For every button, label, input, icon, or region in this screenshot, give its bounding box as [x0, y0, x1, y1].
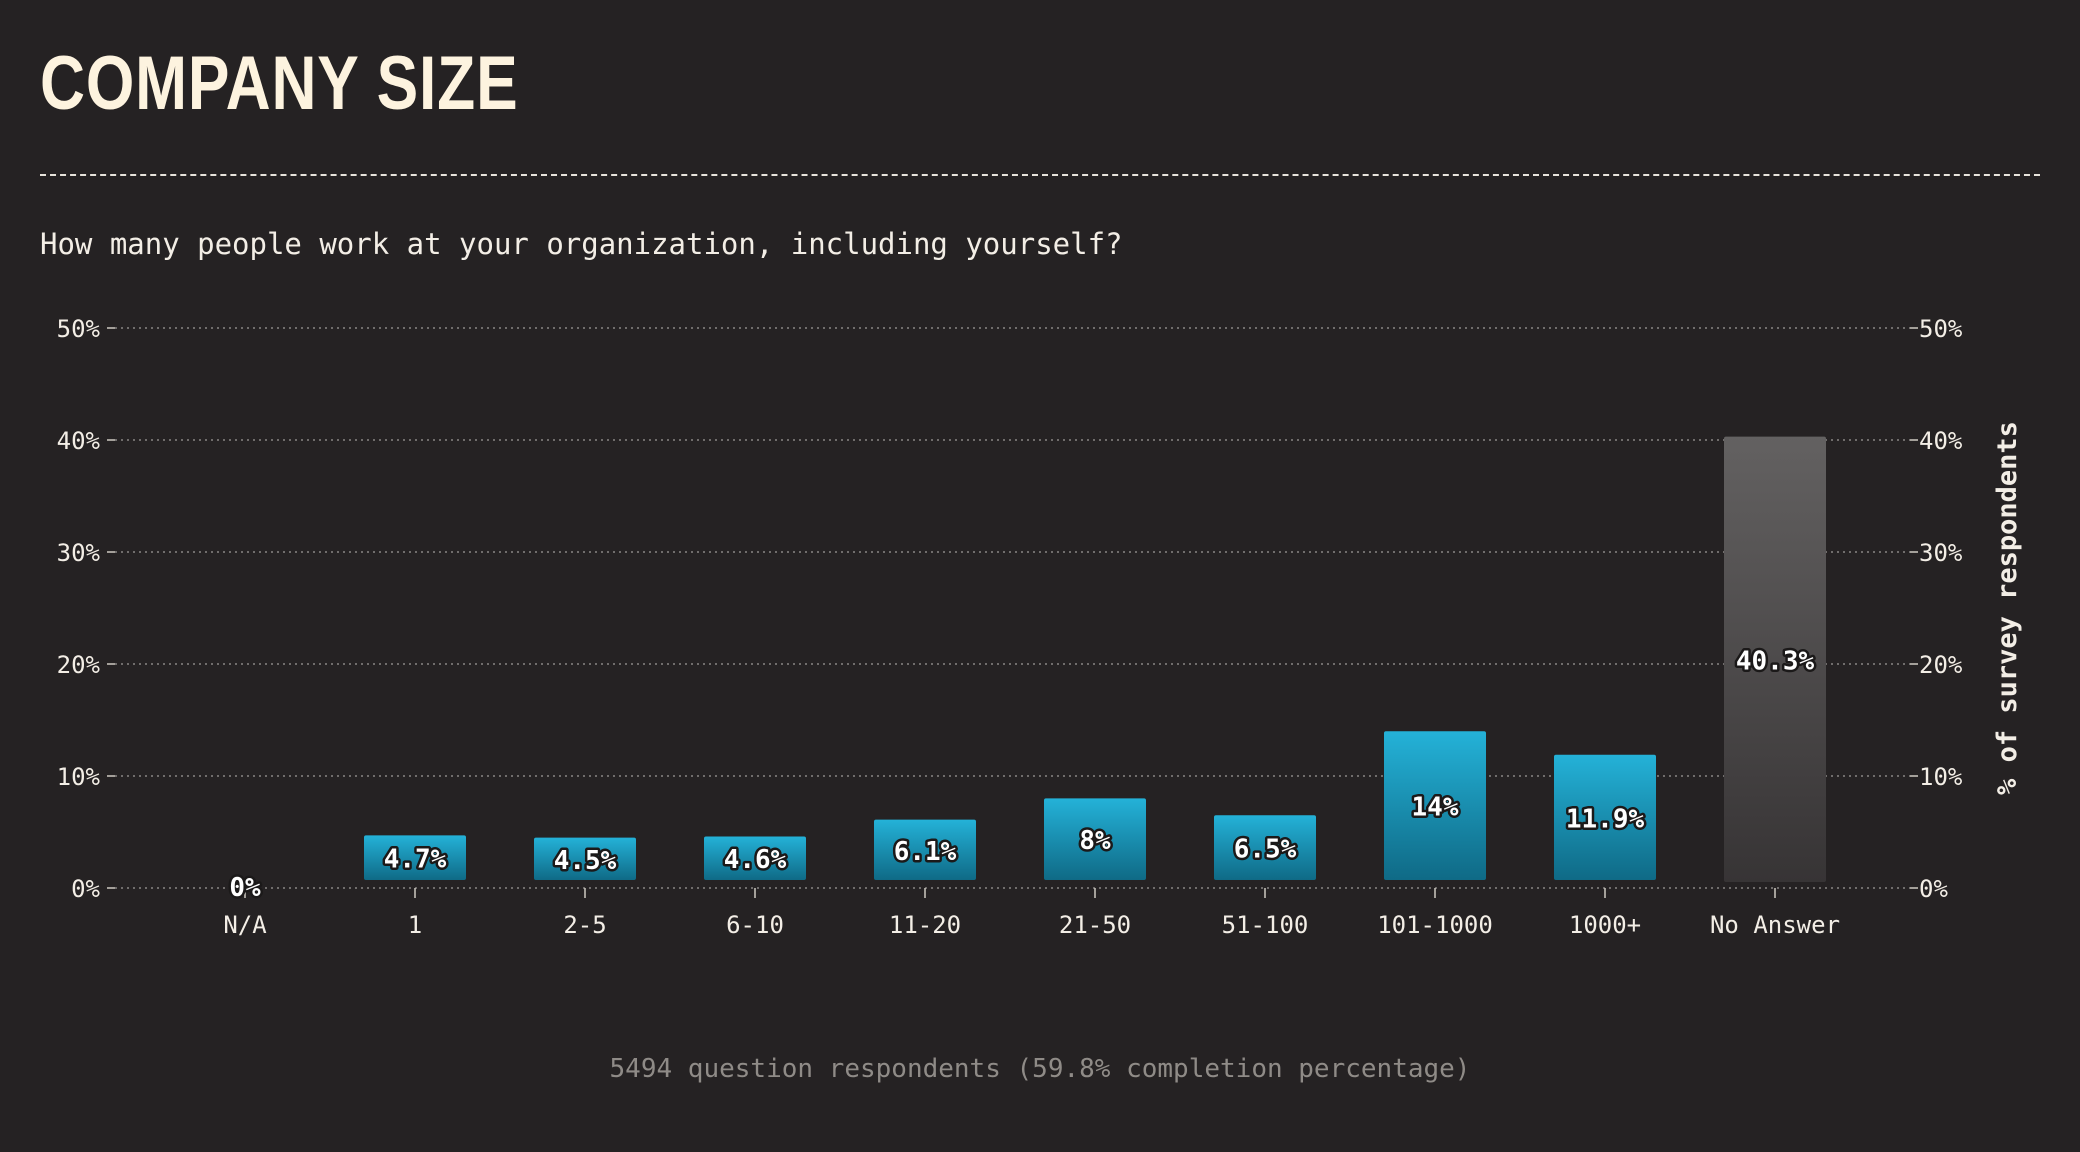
y-tick-label-right: 10% — [1919, 763, 1963, 791]
data-label: 14% — [1412, 793, 1459, 823]
data-label: 4.5% — [554, 846, 617, 876]
labels: 0% 0%10% 10%20% 20%30% 30%40% 40%50% 50%% of s… — [57, 315, 2023, 939]
y-tick-label-left: 0% — [71, 875, 100, 903]
y-tick-label-left: 40% — [57, 427, 101, 455]
x-tick-label: 6-10 — [726, 911, 784, 939]
bar-51-100 — [1214, 815, 1316, 880]
x-tick-label: 1 — [408, 911, 422, 939]
divider — [40, 174, 2040, 176]
data-label: 6.5% — [1234, 835, 1297, 865]
y-axis-title: % of survey respondents — [1992, 421, 2023, 795]
data-label: 11.9% — [1566, 804, 1645, 834]
bars — [364, 436, 1826, 882]
bar-2-5 — [534, 837, 636, 880]
x-tick-label: 51-100 — [1222, 911, 1309, 939]
bar-1 — [364, 835, 466, 880]
bar-21-50 — [1044, 798, 1146, 880]
y-tick-label-right: 0% — [1919, 875, 1948, 903]
y-tick-label-left: 30% — [57, 539, 101, 567]
x-tick-label: 11-20 — [889, 911, 961, 939]
bar-1000- — [1554, 754, 1656, 880]
data-label: 6.1% — [894, 837, 957, 867]
data-label: 40.3% — [1736, 646, 1815, 676]
bar-11-20 — [874, 819, 976, 880]
y-tick-label-right: 20% — [1919, 651, 1963, 679]
bar-101-1000 — [1384, 731, 1486, 880]
x-tick-label: No Answer — [1710, 911, 1840, 939]
x-tick-label: N/A — [223, 911, 267, 939]
data-label: 0% — [229, 873, 261, 903]
bar-no-answer — [1724, 436, 1826, 882]
y-tick-label-right: 30% — [1919, 539, 1963, 567]
data-label: 4.6% — [724, 845, 787, 875]
respondents-footnote: 5494 question respondents (59.8% complet… — [609, 1054, 1471, 1084]
x-tick-label: 101-1000 — [1377, 911, 1493, 939]
data-label: 4.7% — [384, 845, 447, 875]
page-title: COMPANY SIZE — [40, 41, 519, 126]
data-label: 8% — [1079, 826, 1111, 856]
x-tick-label: 1000+ — [1569, 911, 1641, 939]
x-tick-label: 21-50 — [1059, 911, 1131, 939]
y-tick-label-left: 20% — [57, 651, 101, 679]
y-tick-label-right: 50% — [1919, 315, 1963, 343]
bar-6-10 — [704, 836, 806, 880]
y-tick-label-left: 10% — [57, 763, 101, 791]
question-text: How many people work at your organizatio… — [40, 227, 1123, 261]
y-tick-label-left: 50% — [57, 315, 101, 343]
bar-chart: 0% 0%10% 10%20% 20%30% 30%40% 40%50% 50%% of s… — [57, 315, 2023, 939]
y-tick-label-right: 40% — [1919, 427, 1963, 455]
x-tick-label: 2-5 — [563, 911, 606, 939]
